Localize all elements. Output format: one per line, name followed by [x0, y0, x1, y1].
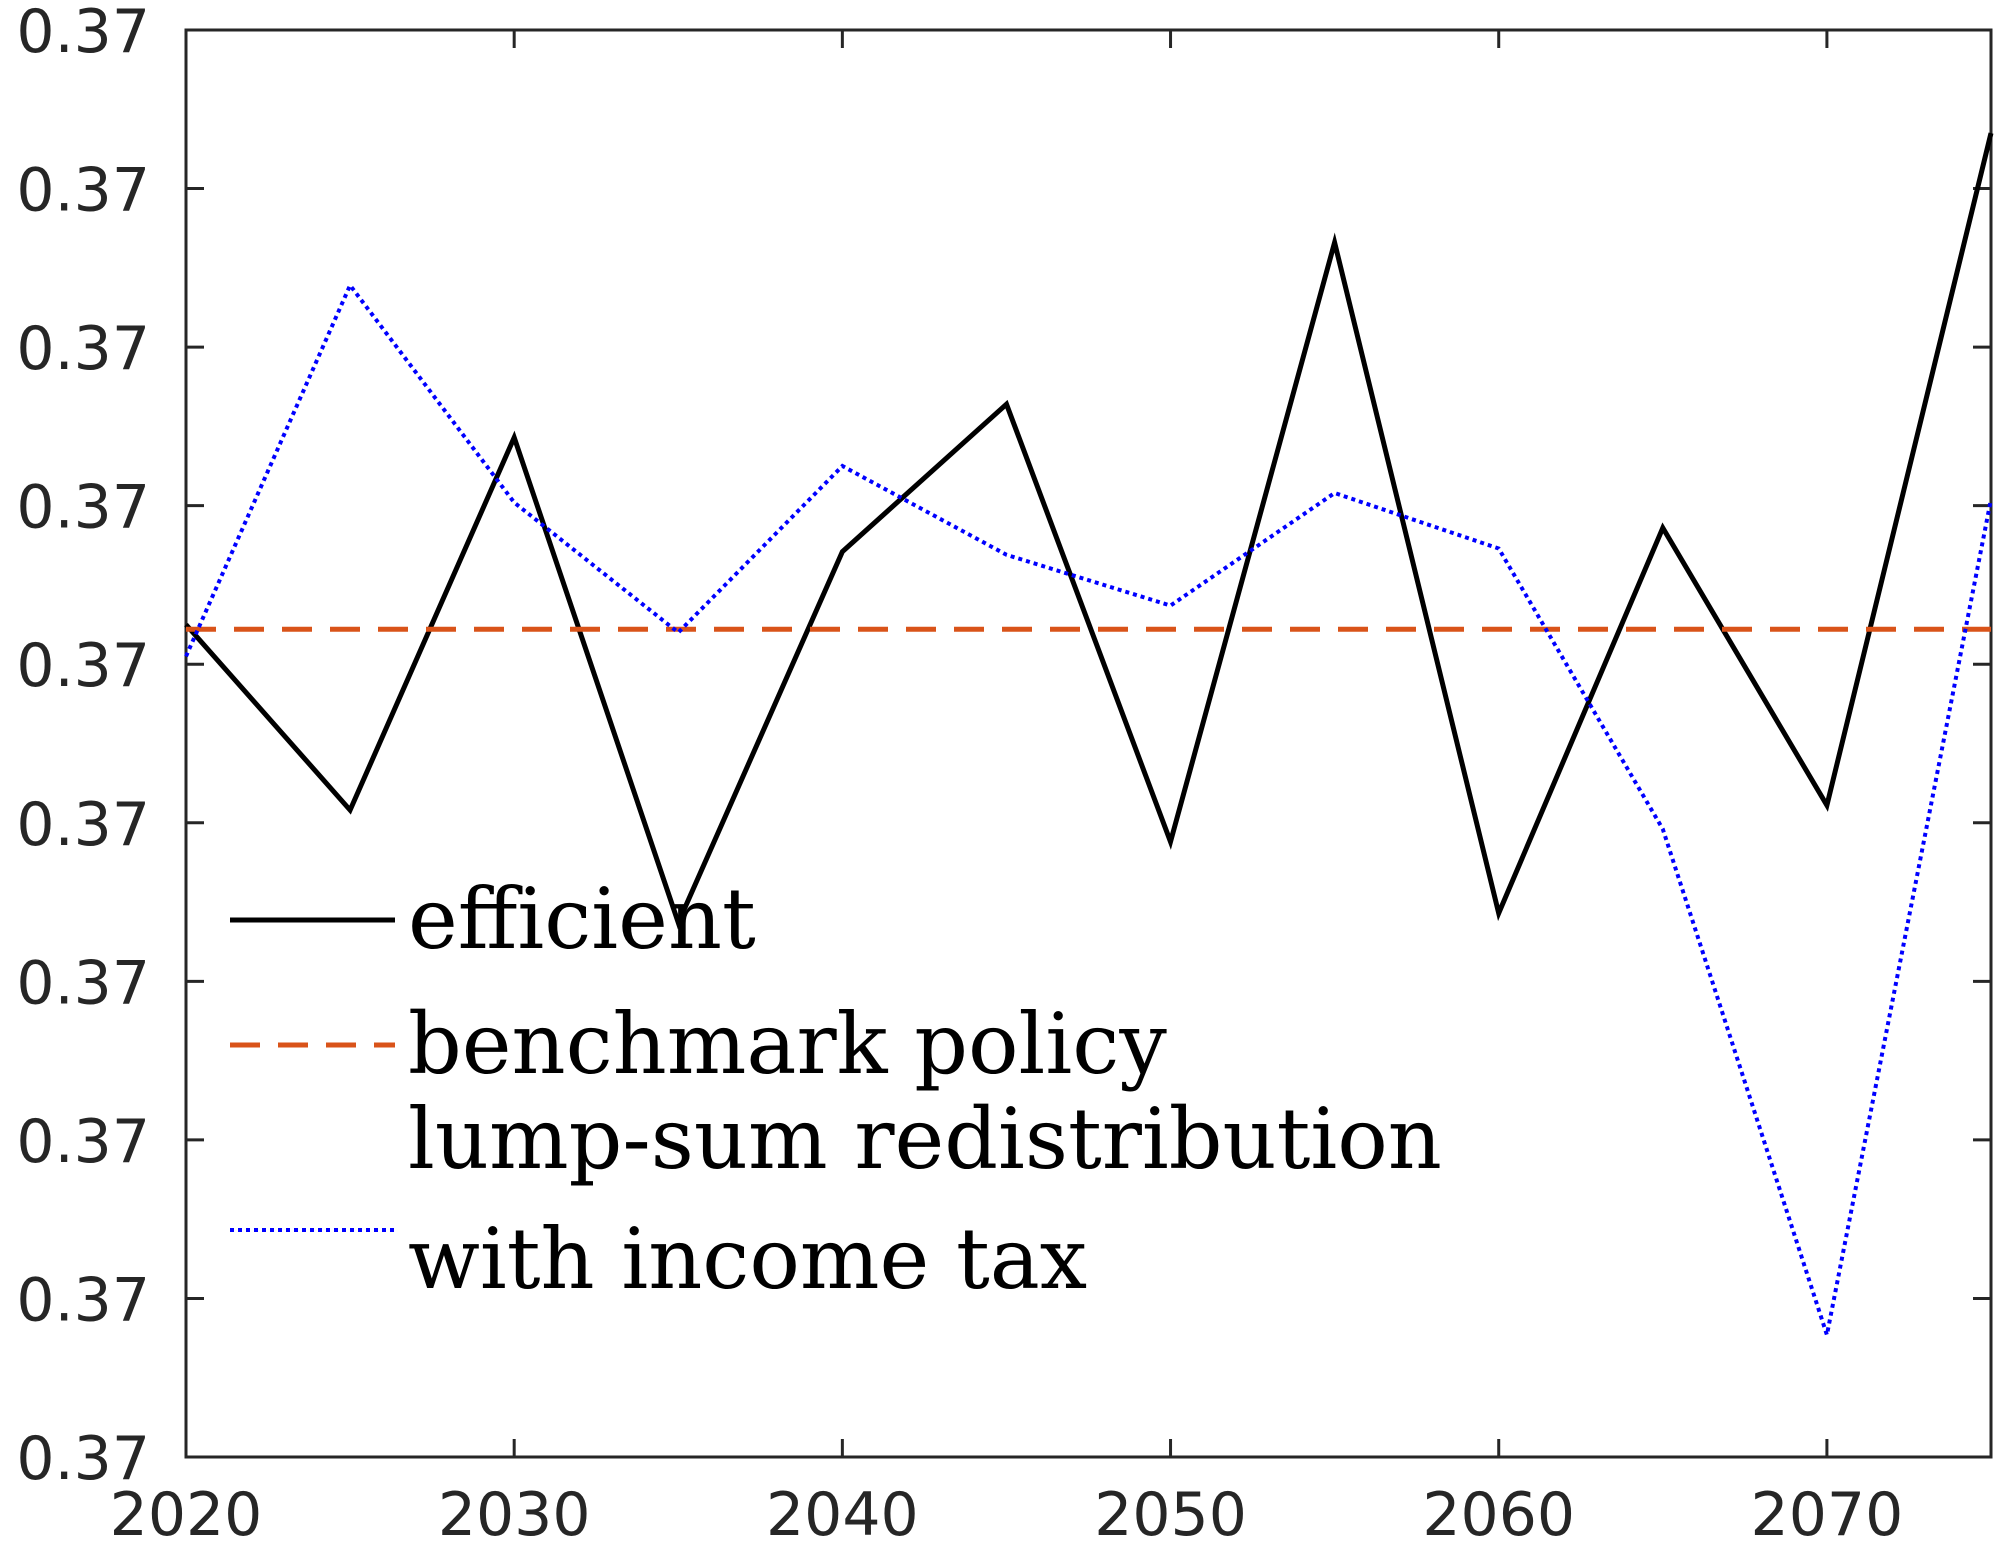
y-tick-label: 0.37 [16, 1265, 150, 1335]
x-tick-label: 2060 [1422, 1480, 1575, 1550]
legend-label: benchmark policy [408, 995, 1167, 1093]
plot-frame [184, 28, 1993, 1459]
y-tick-label: 0.37 [16, 314, 150, 384]
y-tick-label: 0.37 [16, 790, 150, 860]
y-tick-label: 0.37 [16, 948, 150, 1018]
y-tick-label: 0.37 [16, 0, 150, 67]
y-tick-label: 0.37 [16, 1107, 150, 1177]
x-tick-label: 2020 [110, 1480, 263, 1550]
legend-label: efficient [408, 870, 756, 968]
y-tick-label: 0.37 [16, 1424, 150, 1494]
y-tick-label: 0.37 [16, 473, 150, 543]
x-tick-label: 2030 [438, 1480, 591, 1550]
legend-label: with income tax [408, 1210, 1087, 1308]
y-tick-label: 0.37 [16, 631, 150, 701]
x-tick-label: 2050 [1094, 1480, 1247, 1550]
series-line-1 [184, 132, 1994, 930]
legend-label: lump-sum redistribution [408, 1090, 1442, 1188]
x-tick-label: 2070 [1751, 1480, 1904, 1550]
x-tick-label: 2040 [766, 1480, 919, 1550]
y-tick-label: 0.37 [16, 156, 150, 226]
series-line-3 [184, 281, 1993, 1343]
